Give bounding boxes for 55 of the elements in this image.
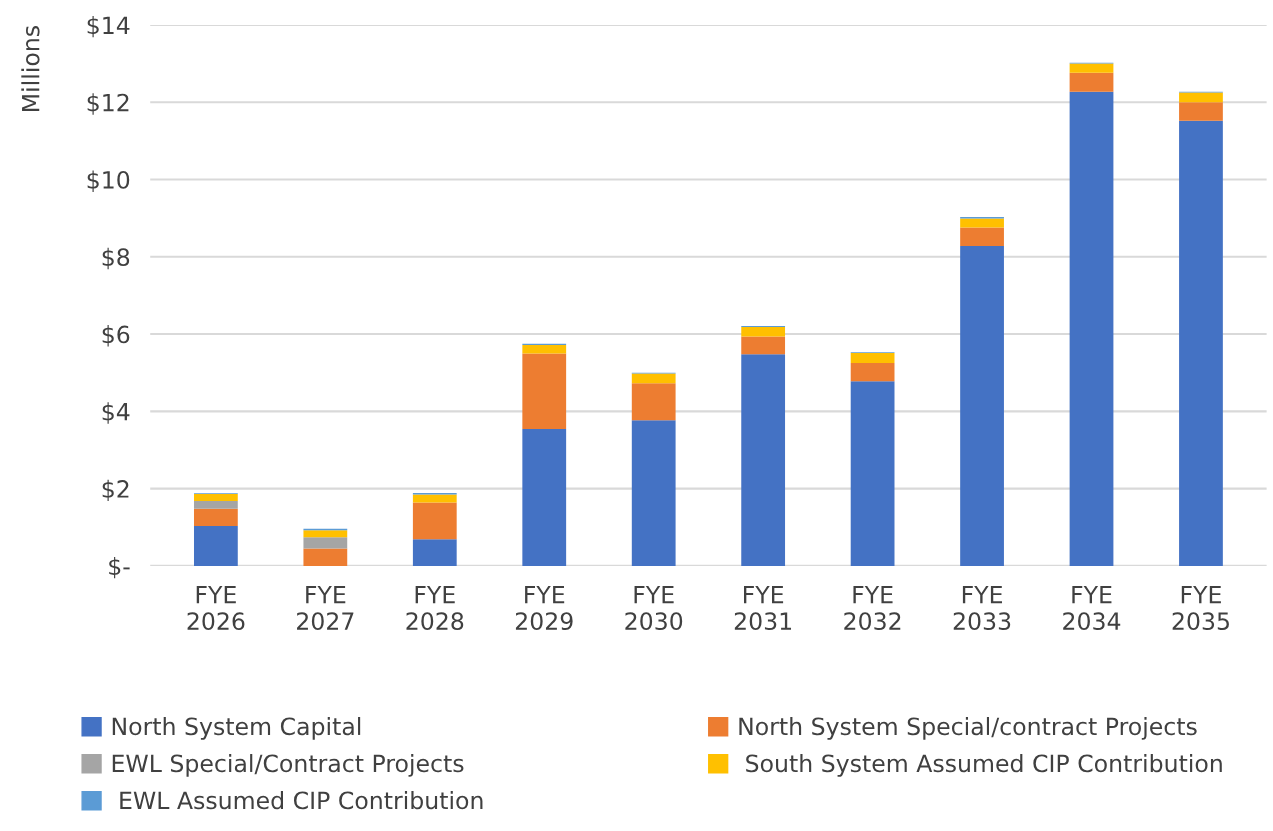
bar — [850, 381, 895, 566]
bar — [194, 500, 238, 509]
bar — [412, 539, 457, 566]
y-tick-label: $14 — [87, 15, 130, 38]
y-axis-title: Millions — [21, 26, 40, 111]
bar — [412, 502, 457, 540]
bar — [631, 420, 676, 566]
x-tick-label: FYE 2033 — [953, 586, 1011, 631]
y-tick-label: $12 — [87, 93, 129, 115]
bar — [194, 508, 238, 527]
legend-label: North System Special/contract Projects — [739, 717, 1197, 740]
y-tick-label: $10 — [87, 170, 130, 192]
y-tick-label: $4 — [102, 402, 130, 424]
y-tick-label: $8 — [102, 247, 130, 270]
bar — [960, 227, 1004, 246]
x-tick-label: FYE 2035 — [1172, 586, 1229, 631]
bar — [522, 429, 567, 566]
bar — [960, 245, 1004, 566]
bar — [741, 327, 786, 337]
bar — [303, 537, 348, 549]
bar — [631, 383, 676, 421]
bar — [850, 353, 895, 364]
bar — [850, 363, 895, 382]
legend-label: North System Capital — [112, 717, 361, 740]
bar — [741, 336, 786, 355]
bar — [1179, 92, 1223, 103]
legend-label: South System Assumed CIP Contribution — [746, 754, 1222, 777]
bar — [522, 353, 567, 430]
bar — [522, 344, 567, 354]
y-tick-label: $6 — [102, 325, 130, 347]
bar — [1179, 120, 1223, 566]
bar — [194, 494, 238, 501]
x-tick-label: FYE 2034 — [1063, 586, 1121, 631]
bar — [303, 548, 348, 566]
x-tick-label: FYE 2029 — [515, 586, 573, 631]
x-tick-label: FYE 2032 — [844, 586, 901, 631]
bar — [1069, 63, 1114, 73]
bar — [1069, 72, 1114, 92]
bar — [412, 494, 457, 503]
x-tick-label: FYE 2030 — [625, 586, 683, 631]
legend-label: EWL Assumed CIP Contribution — [120, 791, 483, 810]
bar — [1179, 102, 1223, 121]
bar — [1069, 91, 1114, 566]
x-tick-label: FYE 2028 — [406, 586, 464, 631]
bar — [960, 218, 1004, 228]
y-tick-label: $2 — [102, 479, 129, 502]
y-tick-label: $- — [109, 556, 130, 579]
x-tick-label: FYE 2031 — [734, 586, 792, 631]
legend-label: EWL Special/Contract Projects — [112, 754, 464, 777]
bar — [303, 530, 348, 538]
x-tick-label: FYE 2027 — [297, 586, 354, 631]
x-tick-label: FYE 2026 — [187, 586, 245, 631]
bar — [631, 373, 676, 384]
bar — [194, 526, 238, 566]
bar — [741, 354, 786, 566]
